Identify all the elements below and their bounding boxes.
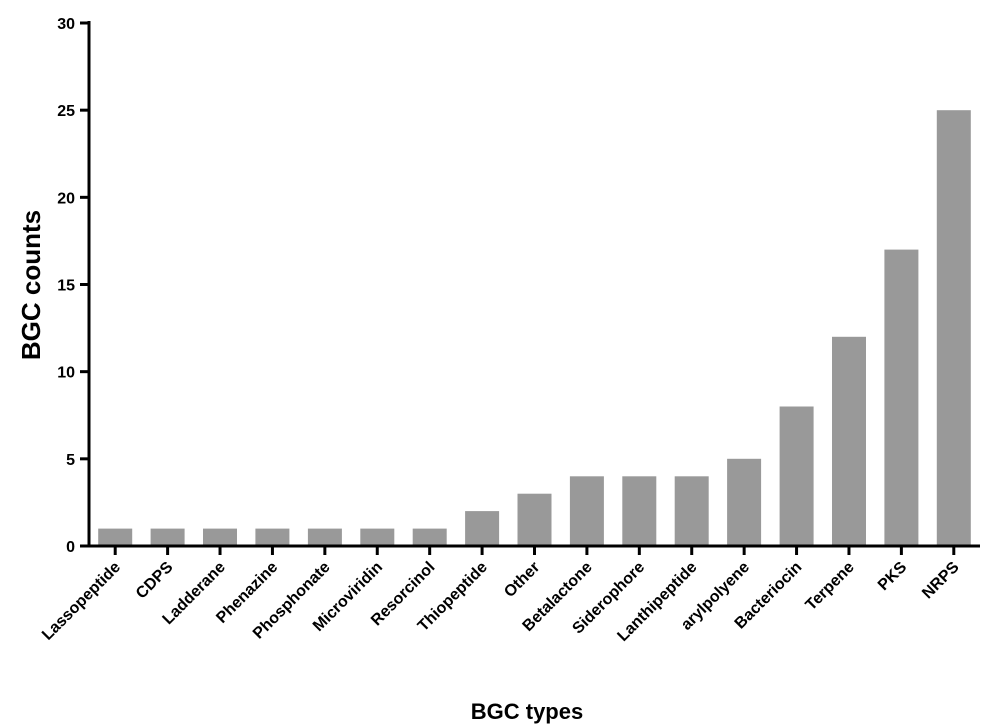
- y-tick-label: 10: [57, 365, 75, 382]
- y-tick-label: 30: [57, 16, 75, 33]
- bar-bacteriocin: [779, 406, 814, 546]
- bar-cdps: [150, 528, 185, 546]
- y-tick-label: 0: [66, 539, 75, 556]
- x-tick-label-other: Other: [501, 559, 543, 601]
- bar-lanthipeptide: [674, 476, 709, 546]
- bars-group: [98, 110, 971, 546]
- bar-pks: [884, 249, 919, 546]
- bar-microviridin: [360, 528, 395, 546]
- bar-phenazine: [255, 528, 290, 546]
- y-tick-label: 5: [66, 452, 75, 469]
- bar-ladderane: [203, 528, 237, 546]
- y-tick-label: 20: [57, 190, 75, 207]
- bar-lassopeptide: [98, 528, 133, 546]
- bar-terpene: [832, 336, 866, 546]
- x-tick-label-pks: PKS: [875, 559, 911, 595]
- x-axis: Lassopeptide CDPSLadderanePhenazinePhosph…: [39, 544, 980, 645]
- bar-thiopeptide: [465, 511, 500, 546]
- bar-nrps: [936, 110, 971, 546]
- bar-arylpolyene: [727, 458, 762, 546]
- y-tick-label: 25: [57, 103, 75, 120]
- x-tick-label-terpene: Terpene: [803, 559, 858, 614]
- bar-other: [517, 493, 552, 546]
- x-tick-label-cdps: CDPS: [133, 559, 177, 603]
- y-tick-label: 15: [57, 278, 75, 295]
- x-axis-title: BGC types: [471, 699, 583, 724]
- y-axis: 0 5 10 15 20 25 30: [57, 16, 91, 556]
- x-tick-label-nrps: NRPS: [919, 559, 963, 603]
- bar-betalactone: [569, 476, 604, 546]
- y-axis-title: BGC counts: [16, 210, 46, 360]
- bar-siderophore: [622, 476, 657, 546]
- x-tick-label-lassopeptide: Lassopeptide: [39, 559, 124, 644]
- bar-resorcinol: [412, 528, 447, 546]
- bar-phosphonate: [307, 528, 342, 546]
